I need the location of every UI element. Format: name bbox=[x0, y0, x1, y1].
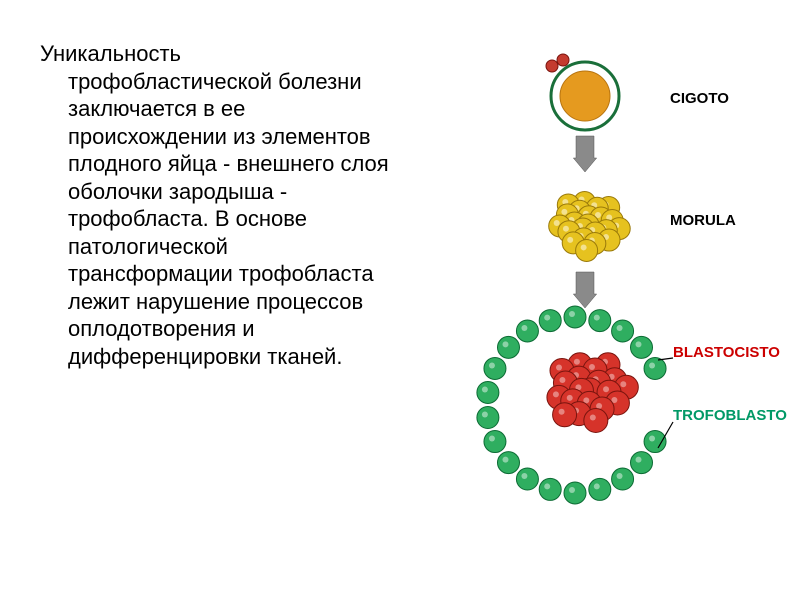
stage-label-morula: MORULA bbox=[670, 212, 736, 229]
icm-cell-highlight bbox=[574, 359, 580, 365]
icm-cell-highlight bbox=[603, 386, 609, 392]
morula-cell bbox=[576, 239, 598, 261]
trophoblast-cell bbox=[631, 336, 653, 358]
trophoblast-cell-highlight bbox=[594, 483, 600, 489]
icm-cell-highlight bbox=[559, 377, 565, 383]
trophoblast-cell bbox=[497, 452, 519, 474]
trophoblast-cell-highlight bbox=[617, 473, 623, 479]
polar-body-0 bbox=[546, 60, 558, 72]
icm-cell bbox=[584, 408, 608, 432]
trophoblast-cell-highlight bbox=[521, 473, 527, 479]
icm-cell bbox=[553, 403, 577, 427]
trophoblast-cell bbox=[477, 407, 499, 429]
trophoblast-cell bbox=[612, 468, 634, 490]
stage-label-cigoto: CIGOTO bbox=[670, 90, 729, 107]
trophoblast-cell bbox=[564, 306, 586, 328]
arrow-icon bbox=[573, 272, 596, 308]
trophoblast-cell bbox=[589, 310, 611, 332]
trophoblast-cell-highlight bbox=[502, 341, 508, 347]
trophoblast-cell bbox=[516, 468, 538, 490]
trophoblast-cell bbox=[484, 431, 506, 453]
trophoblast-cell bbox=[539, 478, 561, 500]
trophoblast-cell bbox=[644, 357, 666, 379]
icm-cell-highlight bbox=[567, 395, 573, 401]
trophoblast-cell bbox=[631, 452, 653, 474]
trophoblast-cell bbox=[612, 320, 634, 342]
trophoblast-cell-highlight bbox=[521, 325, 527, 331]
embryo-diagram: CIGOTOMORULABLASTOCISTOTROFOBLASTO bbox=[420, 40, 770, 540]
stage-label-blastocisto: BLASTOCISTO bbox=[673, 344, 780, 361]
polar-body-1 bbox=[557, 54, 569, 66]
trophoblast-cell-highlight bbox=[544, 315, 550, 321]
trophoblast-cell-highlight bbox=[569, 487, 575, 493]
trophoblast-cell-highlight bbox=[649, 362, 655, 368]
trophoblast-cell bbox=[484, 357, 506, 379]
trophoblast-cell-highlight bbox=[636, 457, 642, 463]
trophoblast-cell bbox=[589, 478, 611, 500]
trophoblast-cell-highlight bbox=[502, 457, 508, 463]
cigoto-inner bbox=[560, 71, 610, 121]
icm-cell-highlight bbox=[553, 391, 559, 397]
trophoblast-cell-highlight bbox=[489, 436, 495, 442]
morula-cell-highlight bbox=[554, 220, 560, 226]
icm-cell-highlight bbox=[556, 364, 562, 370]
trophoblast-cell-highlight bbox=[649, 436, 655, 442]
trophoblast-cell bbox=[539, 310, 561, 332]
trophoblast-cell-highlight bbox=[617, 325, 623, 331]
stage-label-trofoblasto: TROFOBLASTO bbox=[673, 407, 787, 424]
trophoblast-cell-highlight bbox=[636, 341, 642, 347]
morula-cell-highlight bbox=[563, 226, 569, 232]
trophoblast-cell bbox=[644, 431, 666, 453]
trophoblast-cell bbox=[564, 482, 586, 504]
icm-cell-highlight bbox=[559, 409, 565, 415]
trophoblast-cell-highlight bbox=[569, 311, 575, 317]
icm-cell-highlight bbox=[620, 381, 626, 387]
morula-cell-highlight bbox=[581, 244, 587, 250]
icm-cell-highlight bbox=[589, 364, 595, 370]
arrow-icon bbox=[573, 136, 596, 172]
trophoblast-cell-highlight bbox=[489, 362, 495, 368]
trophoblast-cell-highlight bbox=[482, 386, 488, 392]
trophoblast-cell bbox=[497, 336, 519, 358]
morula-cell-highlight bbox=[567, 237, 573, 243]
trophoblast-cell-highlight bbox=[482, 412, 488, 418]
diagram-svg bbox=[420, 40, 770, 540]
morula-cell-highlight bbox=[561, 209, 567, 215]
trophoblast-cell bbox=[516, 320, 538, 342]
trophoblast-cell-highlight bbox=[594, 315, 600, 321]
paragraph-text: Уникальность трофобластической болезни з… bbox=[40, 40, 390, 370]
icm-cell-highlight bbox=[590, 414, 596, 420]
trophoblast-cell bbox=[477, 381, 499, 403]
body-text: Уникальность трофобластической болезни з… bbox=[40, 40, 390, 370]
trophoblast-cell-highlight bbox=[544, 483, 550, 489]
slide: Уникальность трофобластической болезни з… bbox=[0, 0, 800, 600]
